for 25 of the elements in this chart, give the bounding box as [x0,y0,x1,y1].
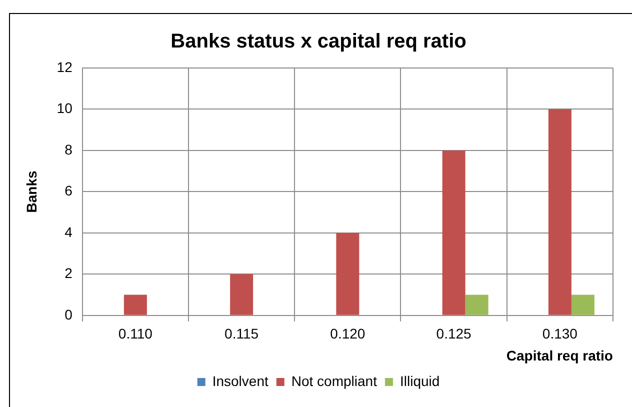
bar [230,274,254,315]
y-tick-label: 0 [64,306,73,322]
legend-label: Not compliant [291,372,378,389]
bar [124,294,147,315]
x-tick-label: 0.110 [118,326,153,342]
x-tick-label: 0.130 [542,326,578,342]
y-tick-label: 2 [64,265,73,282]
bar [571,294,594,315]
legend-label: Illiquid [400,372,440,389]
y-tick-label: 6 [64,182,73,199]
bar [442,150,466,315]
bar [548,109,572,315]
x-axis-title: Capital req ratio [506,347,613,364]
bar [465,294,488,315]
legend-label: Insolvent [212,372,268,389]
x-tick-label: 0.120 [330,326,366,342]
x-tick-label: 0.125 [436,326,472,342]
x-tick-label: 0.115 [224,326,259,342]
y-tick-label: 8 [64,141,73,158]
chart-title: Banks status x capital req ratio [170,30,466,53]
y-tick-label: 4 [64,224,73,240]
y-tick-label: 12 [56,58,73,75]
y-axis-title: Banks [23,170,40,213]
bar [336,232,360,315]
y-tick-label: 10 [56,100,73,116]
